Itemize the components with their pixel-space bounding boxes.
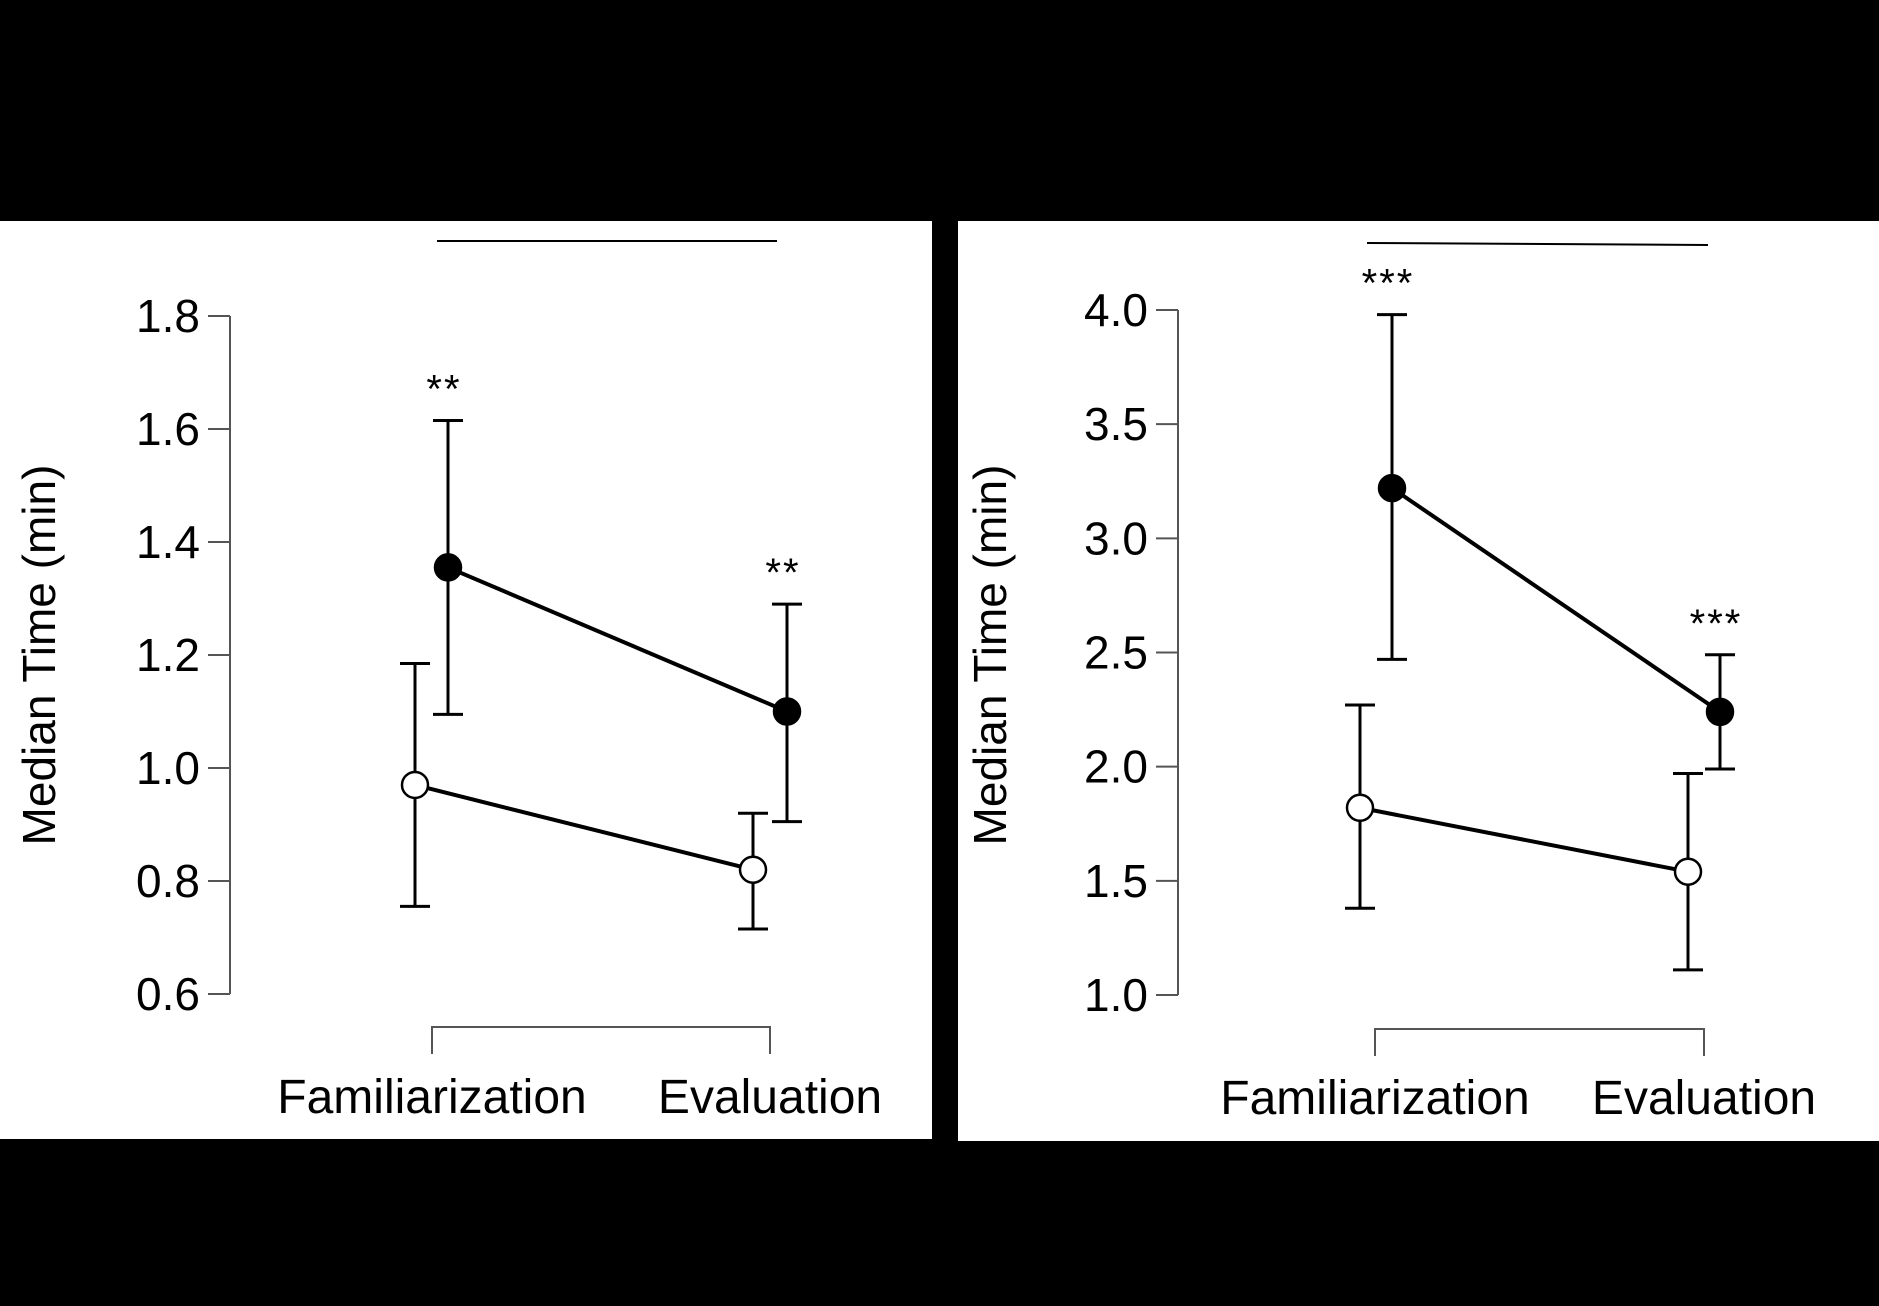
x-category-label: Familiarization — [1220, 1072, 1529, 1125]
y-tick-label: 1.5 — [1084, 855, 1148, 907]
series-filled: ** ** — [426, 368, 802, 824]
open-marker — [1673, 857, 1703, 886]
series-line — [1390, 486, 1722, 714]
y-tick-label: 1.4 — [136, 516, 200, 568]
x-category-label: Familiarization — [277, 1071, 586, 1124]
y-axis-title: Median Time (min) — [13, 465, 65, 846]
series-filled: *** *** — [1362, 262, 1743, 771]
y-tick-label: 4.0 — [1084, 284, 1148, 336]
y-tick-label: 0.8 — [136, 855, 200, 907]
series-line — [1359, 805, 1689, 874]
x-axis-bracket — [1374, 1028, 1705, 1056]
y-tick-label: 3.5 — [1084, 398, 1148, 450]
series-open — [400, 661, 768, 931]
significance-label: ** — [765, 551, 800, 595]
y-tick-label: 2.5 — [1084, 627, 1148, 679]
left-panel: 0.6 0.8 1.0 1.2 1.4 1.6 1.8 Median Time (min) Fa… — [0, 221, 932, 1139]
filled-marker — [1377, 473, 1407, 503]
x-category-label: Evaluation — [1592, 1072, 1816, 1125]
open-marker — [738, 855, 768, 884]
top-rule — [1366, 242, 1709, 246]
y-tick-label: 1.0 — [1084, 969, 1148, 1021]
panel-background — [958, 221, 1879, 1141]
y-tick-label: 3.0 — [1084, 512, 1148, 564]
y-tick-label: 1.8 — [136, 290, 200, 342]
series-line — [414, 783, 754, 872]
y-tick-label: 0.6 — [136, 968, 200, 1020]
y-tick-label: 1.6 — [136, 403, 200, 455]
panel-background — [0, 221, 932, 1139]
significance-label: *** — [1690, 602, 1743, 646]
x-axis-bracket — [431, 1026, 771, 1054]
y-tick-label: 1.2 — [136, 629, 200, 681]
x-category-label: Evaluation — [658, 1071, 882, 1124]
open-marker — [1345, 793, 1375, 823]
series-line — [447, 565, 788, 714]
series-open — [1345, 703, 1703, 972]
significance-label: ** — [426, 368, 461, 412]
significance-label: *** — [1362, 262, 1415, 306]
y-axis-title: Median Time (min) — [964, 465, 1016, 846]
filled-marker — [772, 697, 802, 726]
filled-marker — [433, 553, 463, 582]
open-marker — [400, 770, 430, 800]
right-panel: 1.0 1.5 2.0 2.5 3.0 3.5 4.0 Median Time (min) Fa… — [958, 221, 1879, 1141]
y-tick-label: 2.0 — [1084, 741, 1148, 793]
filled-marker — [1705, 697, 1735, 727]
y-tick-label: 1.0 — [136, 742, 200, 794]
